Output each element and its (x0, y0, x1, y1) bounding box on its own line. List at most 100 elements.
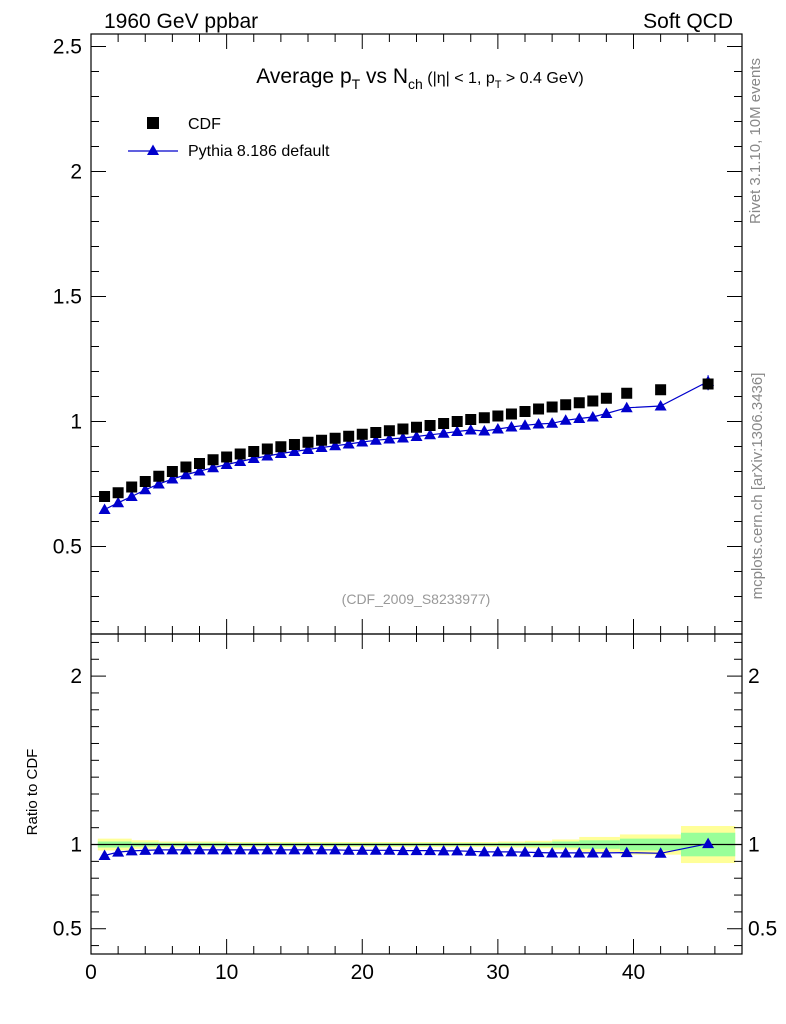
cdf-point (451, 416, 463, 427)
pythia-point (437, 427, 450, 438)
cdf-point (288, 439, 300, 450)
ratio-point (329, 843, 342, 855)
rivet-version-label: Rivet 3.1.10, 10M events (747, 58, 764, 224)
ratio-data-layer (91, 837, 742, 860)
ratio-point (478, 845, 491, 857)
ratio-panel: 0.5 0.5 1 1 2 2 (53, 633, 777, 955)
cdf-point (533, 403, 545, 415)
cdf-point (221, 451, 233, 463)
ratio-point (410, 844, 423, 856)
ratio-point (600, 846, 613, 858)
main-y-tick-label: 0.5 (53, 536, 82, 559)
ratio-point (247, 843, 260, 855)
pythia-point (451, 425, 464, 436)
header-category-label: Soft QCD (643, 10, 733, 33)
pythia-point (302, 443, 314, 454)
ratio-point (139, 844, 152, 855)
ratio-point (98, 849, 111, 860)
pythia-point (464, 424, 477, 435)
main-axes: 0.5 1 1.5 2 2.5 (53, 33, 743, 635)
pythia-series-line (104, 380, 709, 511)
pythia-point (274, 447, 287, 458)
legend-cdf-label: CDF (188, 116, 221, 133)
cdf-point (302, 436, 314, 448)
x-tick-label: 10 (215, 961, 238, 984)
ratio-y-tick-label-left: 1 (70, 834, 82, 857)
cdf-point (153, 470, 165, 482)
pythia-point (559, 414, 572, 425)
ratio-y-tick-label-left: 0.5 (53, 918, 82, 941)
ratio-y-tick-label-right: 2 (748, 665, 760, 688)
ratio-point (654, 847, 667, 858)
pythia-point (220, 458, 233, 469)
pythia-point (166, 473, 179, 484)
cdf-point (702, 378, 714, 390)
ratio-point (220, 843, 233, 855)
cdf-point (139, 476, 151, 487)
pythia-point (478, 425, 491, 436)
pythia-point (654, 400, 667, 411)
pythia-point (600, 407, 613, 418)
ratio-point (546, 846, 559, 858)
pythia-point (261, 450, 274, 461)
ratio-y-tick-label-right: 1 (748, 834, 760, 857)
cdf-point (261, 443, 273, 455)
pythia-point (179, 468, 192, 480)
ratio-point (491, 845, 504, 857)
main-panel: 0.5 1 1.5 2 2.5 (53, 33, 743, 635)
pythia-point (424, 428, 437, 440)
cdf-point (166, 466, 178, 477)
ratio-point (261, 843, 274, 855)
pythia-point (519, 419, 531, 430)
pythia-point (491, 423, 504, 434)
ratio-point (234, 843, 247, 855)
ratio-point (505, 845, 518, 857)
x-tick-label: 0 (85, 961, 97, 984)
cdf-point (180, 461, 192, 473)
ratio-point (315, 843, 328, 855)
cdf-point (234, 448, 246, 460)
main-data-layer (98, 375, 715, 514)
analysis-id-label: (CDF_2009_S8233977) (342, 591, 491, 607)
cdf-point (207, 454, 219, 466)
ratio-point (620, 846, 633, 858)
cdf-point (316, 434, 328, 446)
pythia-point (288, 445, 301, 456)
pythia-point (532, 418, 545, 429)
main-y-tick-label: 1 (70, 411, 82, 434)
ratio-point (532, 846, 545, 858)
ratio-point (702, 837, 715, 849)
pythia-point (247, 452, 260, 463)
pythia-point (139, 483, 152, 495)
cdf-point (112, 487, 124, 499)
ratio-point (125, 844, 138, 856)
cdf-point (329, 432, 341, 444)
ratio-y-tick-label-right: 0.5 (748, 918, 777, 941)
cdf-point (560, 399, 572, 411)
pythia-point (586, 411, 599, 422)
ratio-point (573, 846, 586, 858)
mcplots-reference-label: mcplots.cern.ch [arXiv:1306.3436] (749, 373, 766, 600)
pythia-point (396, 432, 409, 443)
cdf-point (655, 384, 667, 396)
cdf-point (621, 387, 633, 399)
ratio-point (586, 846, 599, 858)
pythia-point (546, 417, 559, 428)
legend-pythia-label: Pythia 8.186 default (188, 143, 330, 160)
pythia-point (207, 461, 220, 473)
pythia-point (410, 430, 423, 441)
ratio-frame (90, 633, 743, 955)
ratio-point (519, 846, 531, 857)
cdf-point (438, 418, 450, 429)
main-y-tick-label: 1.5 (53, 286, 82, 309)
cdf-point (370, 427, 382, 438)
ratio-point (559, 846, 572, 858)
main-y-tick-label: 2.5 (53, 36, 82, 59)
cdf-point (275, 441, 287, 453)
ratio-point (369, 844, 382, 855)
cdf-point (600, 392, 612, 404)
pythia-point (620, 401, 633, 413)
ratio-point (179, 843, 192, 855)
plot-title: Average pT vs Nch (|η| < 1, pT > 0.4 GeV… (256, 65, 583, 92)
ratio-point (274, 843, 287, 855)
